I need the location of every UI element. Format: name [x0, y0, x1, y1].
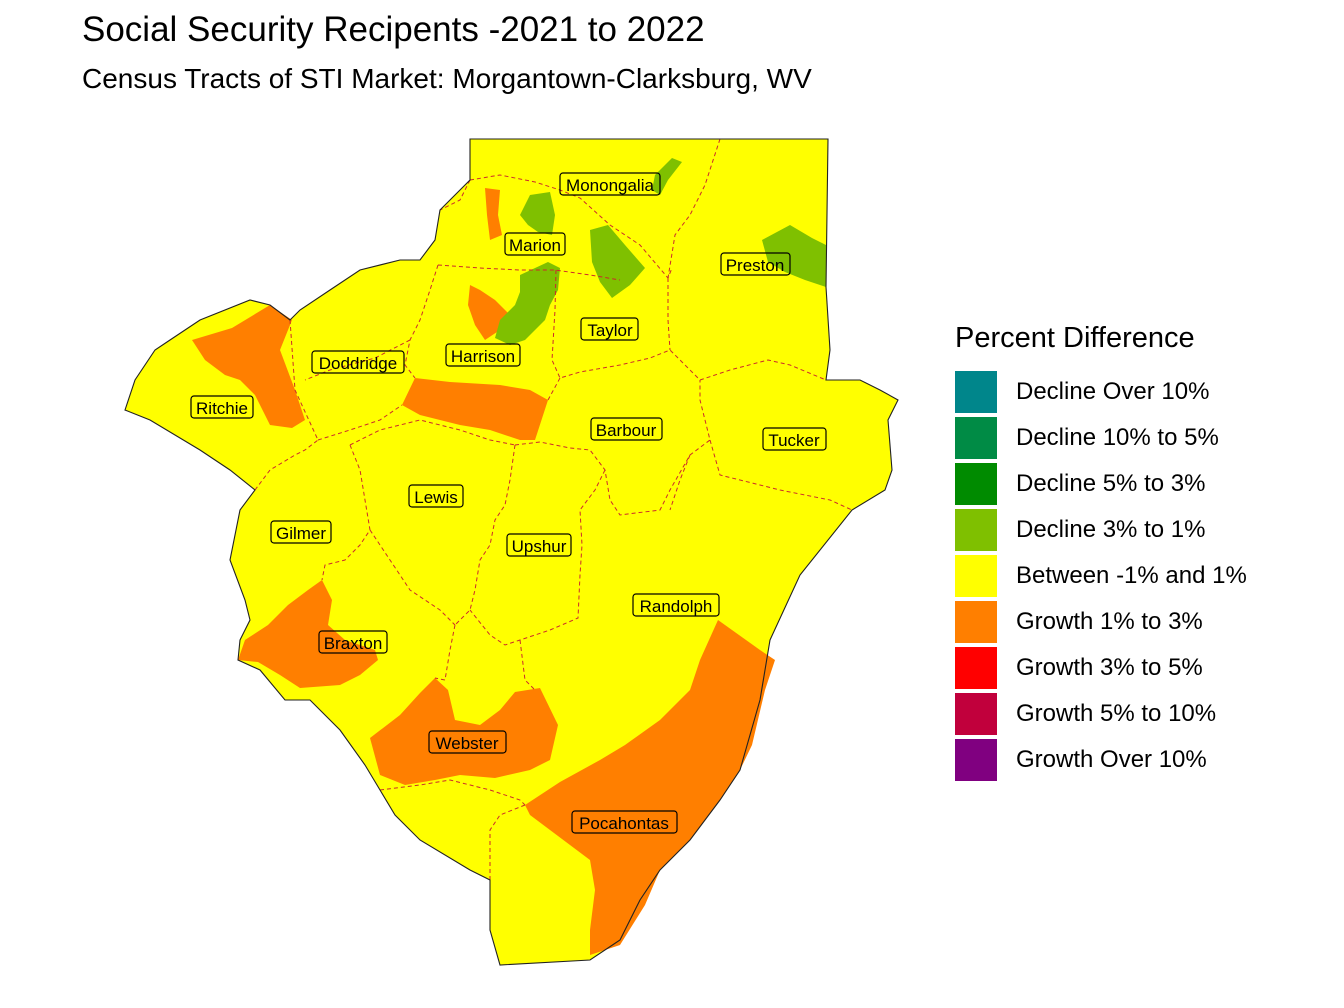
- county-label-text: Barbour: [596, 421, 657, 440]
- legend-swatch: [955, 647, 997, 689]
- county-label-text: Doddridge: [319, 354, 397, 373]
- county-label-text: Pocahontas: [579, 814, 669, 833]
- county-label-marion: Marion: [504, 232, 566, 256]
- legend-swatch: [955, 463, 997, 505]
- legend-swatch: [955, 693, 997, 735]
- legend: Percent Difference Decline Over 10% Decl…: [955, 322, 1247, 783]
- county-label-text: Preston: [726, 256, 785, 275]
- legend-label: Growth Over 10%: [1016, 746, 1207, 773]
- legend-label: Decline 5% to 3%: [1016, 470, 1206, 497]
- legend-item: Decline 5% to 3%: [955, 461, 1247, 507]
- tract-marion-decline-north: [520, 192, 555, 235]
- county-label-braxton: Braxton: [318, 630, 388, 654]
- legend-title: Percent Difference: [955, 322, 1195, 354]
- county-label-barbour: Barbour: [590, 417, 663, 441]
- legend-label: Decline 3% to 1%: [1016, 516, 1206, 543]
- legend-label: Decline Over 10%: [1016, 378, 1210, 405]
- county-label-text: Marion: [509, 236, 561, 255]
- legend-label: Decline 10% to 5%: [1016, 424, 1219, 451]
- county-label-harrison: Harrison: [445, 343, 521, 367]
- county-label-text: Taylor: [587, 321, 633, 340]
- tract-marion-growth: [485, 188, 502, 240]
- legend-item: Growth 1% to 3%: [955, 599, 1247, 645]
- tract-marion-decline-east: [590, 225, 645, 298]
- map-title: Social Security Recipents -2021 to 2022: [82, 10, 705, 49]
- legend-swatch: [955, 739, 997, 781]
- legend-label: Growth 3% to 5%: [1016, 654, 1203, 681]
- tract-harrison-growth-south: [402, 378, 548, 440]
- county-label-text: Webster: [436, 734, 499, 753]
- legend-label: Growth 5% to 10%: [1016, 700, 1217, 727]
- tract-pocahontas-growth: [525, 620, 775, 955]
- county-label-preston: Preston: [720, 252, 791, 276]
- county-label-text: Upshur: [512, 537, 567, 556]
- tract-preston-decline: [762, 225, 826, 287]
- tract-map: Monongalia Marion Preston Taylor Harriso…: [124, 138, 899, 966]
- county-label-lewis: Lewis: [408, 484, 464, 508]
- legend-item: Growth Over 10%: [955, 737, 1247, 783]
- legend-items: Decline Over 10% Decline 10% to 5% Decli…: [955, 369, 1247, 783]
- county-label-text: Ritchie: [196, 399, 248, 418]
- market-outline: [124, 138, 899, 966]
- county-label-randolph: Randolph: [632, 593, 720, 617]
- legend-swatch: [955, 371, 997, 413]
- tract-marion-harrison-decline: [495, 262, 560, 345]
- county-label-upshur: Upshur: [506, 533, 572, 557]
- county-label-monongalia: Monongalia: [559, 172, 661, 196]
- county-label-text: Monongalia: [566, 176, 654, 195]
- county-lines: [254, 138, 853, 880]
- county-label-text: Braxton: [324, 634, 383, 653]
- county-label-text: Randolph: [640, 597, 713, 616]
- legend-item: Growth 5% to 10%: [955, 691, 1247, 737]
- tract-ritchie-growth: [192, 305, 305, 428]
- county-label-ritchie: Ritchie: [190, 395, 254, 419]
- county-label-text: Tucker: [768, 431, 820, 450]
- legend-swatch: [955, 509, 997, 551]
- county-label-doddridge: Doddridge: [311, 350, 405, 374]
- legend-label: Growth 1% to 3%: [1016, 608, 1203, 635]
- legend-swatch: [955, 601, 997, 643]
- tract-braxton-growth: [238, 580, 378, 688]
- legend-item: Between -1% and 1%: [955, 553, 1247, 599]
- county-label-text: Lewis: [414, 488, 457, 507]
- county-label-text: Harrison: [451, 347, 515, 366]
- county-label-text: Gilmer: [276, 524, 326, 543]
- county-label-pocahontas: Pocahontas: [571, 810, 678, 834]
- legend-item: Decline 3% to 1%: [955, 507, 1247, 553]
- legend-item: Growth 3% to 5%: [955, 645, 1247, 691]
- map-subtitle: Census Tracts of STI Market: Morgantown-…: [82, 63, 812, 94]
- county-label-webster: Webster: [428, 730, 507, 754]
- county-label-tucker: Tucker: [762, 427, 827, 451]
- legend-swatch: [955, 555, 997, 597]
- legend-item: Decline Over 10%: [955, 369, 1247, 415]
- county-label-taylor: Taylor: [580, 317, 639, 341]
- legend-swatch: [955, 417, 997, 459]
- legend-item: Decline 10% to 5%: [955, 415, 1247, 461]
- county-label-gilmer: Gilmer: [270, 520, 332, 544]
- county-labels: Monongalia Marion Preston Taylor Harriso…: [190, 172, 827, 834]
- legend-label: Between -1% and 1%: [1016, 562, 1247, 589]
